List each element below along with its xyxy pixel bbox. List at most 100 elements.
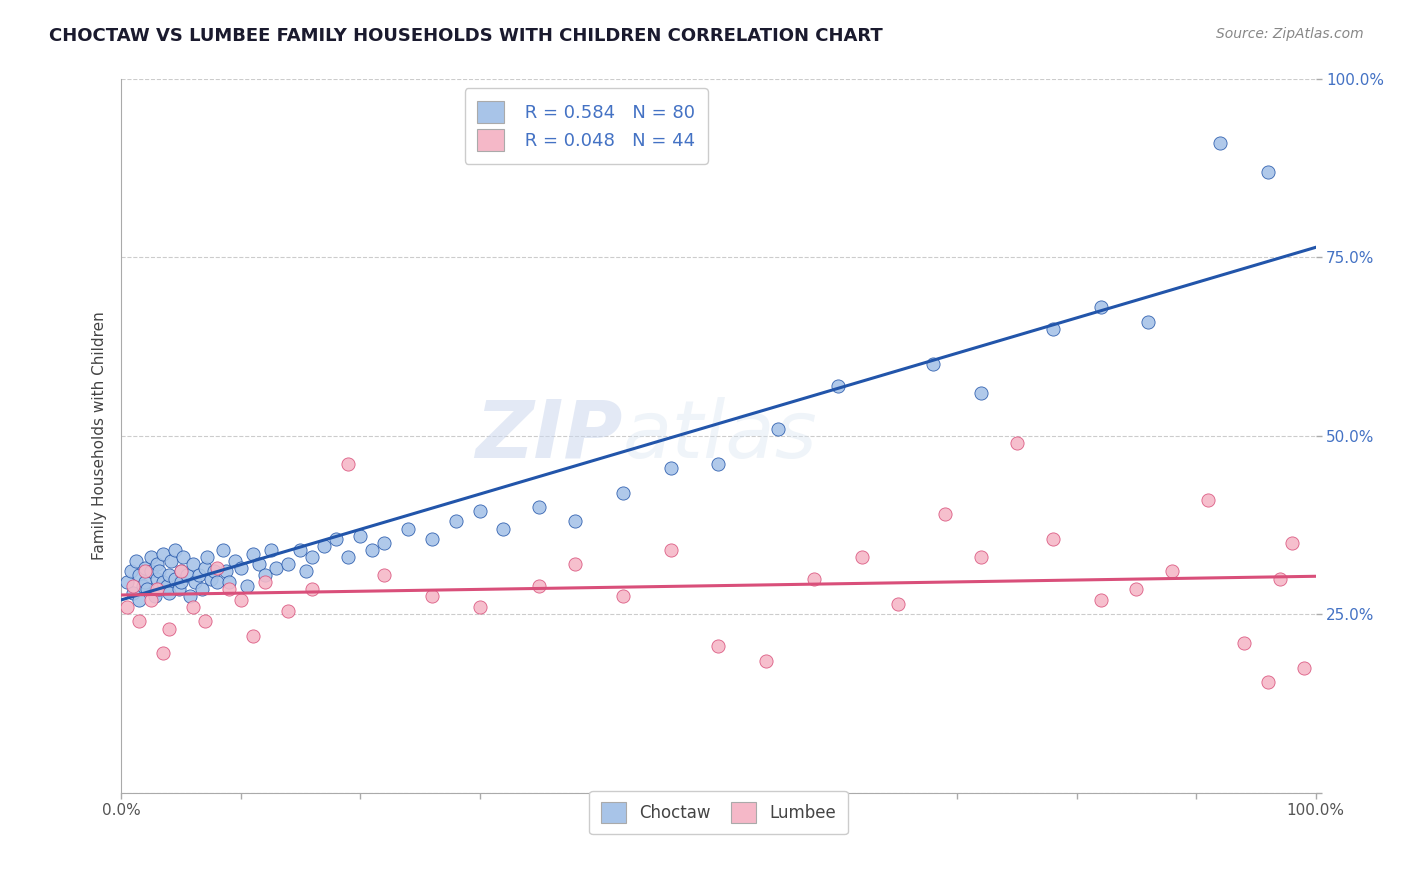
Point [148, 582, 170, 597]
Point [373, 536, 395, 550]
Point [195, 550, 218, 565]
Point [1042, 533, 1064, 547]
Point [827, 379, 849, 393]
Point [242, 629, 264, 643]
Point [1257, 675, 1279, 690]
Point [1209, 136, 1232, 151]
Point [202, 565, 225, 579]
Point [922, 358, 945, 372]
Point [218, 582, 240, 597]
Point [163, 572, 186, 586]
Point [612, 486, 634, 500]
Legend: Choctaw, Lumbee: Choctaw, Lumbee [589, 790, 848, 834]
Point [134, 575, 156, 590]
Point [290, 543, 312, 558]
Point [444, 515, 467, 529]
Point [128, 593, 150, 607]
Point [612, 590, 634, 604]
Point [1197, 493, 1219, 508]
Point [160, 554, 183, 568]
Point [139, 550, 162, 565]
Point [1233, 636, 1256, 650]
Point [277, 604, 299, 618]
Point [172, 550, 194, 565]
Point [1161, 565, 1184, 579]
Point [1257, 165, 1279, 179]
Point [564, 558, 586, 572]
Point [259, 543, 281, 558]
Point [934, 508, 956, 522]
Point [235, 579, 257, 593]
Point [468, 600, 491, 615]
Point [170, 565, 193, 579]
Point [229, 593, 252, 607]
Point [205, 561, 228, 575]
Point [170, 575, 193, 590]
Point [134, 561, 156, 575]
Point [1090, 593, 1112, 607]
Point [420, 533, 443, 547]
Y-axis label: Family Households with Children: Family Households with Children [93, 311, 107, 560]
Point [564, 515, 586, 529]
Point [253, 575, 276, 590]
Point [205, 575, 228, 590]
Text: ZIP: ZIP [475, 397, 623, 475]
Point [420, 590, 443, 604]
Point [707, 640, 730, 654]
Point [157, 586, 180, 600]
Point [1125, 582, 1147, 597]
Point [191, 582, 214, 597]
Point [337, 458, 360, 472]
Point [659, 461, 682, 475]
Point [492, 522, 515, 536]
Point [163, 543, 186, 558]
Text: Source: ZipAtlas.com: Source: ZipAtlas.com [1216, 27, 1364, 41]
Point [361, 543, 384, 558]
Point [157, 568, 180, 582]
Point [529, 500, 551, 515]
Point [851, 550, 873, 565]
Point [337, 550, 360, 565]
Point [132, 579, 155, 593]
Point [136, 582, 159, 597]
Point [143, 590, 166, 604]
Point [176, 568, 198, 582]
Point [349, 529, 371, 543]
Point [152, 547, 174, 561]
Point [155, 579, 177, 593]
Point [242, 547, 264, 561]
Point [122, 579, 145, 593]
Point [755, 654, 778, 668]
Point [468, 504, 491, 518]
Point [529, 579, 551, 593]
Point [1292, 661, 1315, 675]
Point [211, 543, 233, 558]
Point [277, 558, 299, 572]
Point [1042, 322, 1064, 336]
Point [181, 558, 204, 572]
Point [253, 568, 276, 582]
Point [128, 568, 150, 582]
Point [1281, 536, 1303, 550]
Point [396, 522, 419, 536]
Point [224, 554, 246, 568]
Point [194, 615, 217, 629]
Point [295, 565, 318, 579]
Point [659, 543, 682, 558]
Point [1268, 572, 1291, 586]
Point [325, 533, 347, 547]
Point [170, 565, 193, 579]
Point [134, 565, 156, 579]
Point [215, 565, 238, 579]
Point [266, 561, 288, 575]
Point [247, 558, 270, 572]
Point [301, 550, 323, 565]
Text: CHOCTAW VS LUMBEE FAMILY HOUSEHOLDS WITH CHILDREN CORRELATION CHART: CHOCTAW VS LUMBEE FAMILY HOUSEHOLDS WITH… [49, 27, 883, 45]
Point [122, 586, 145, 600]
Point [218, 575, 240, 590]
Point [187, 568, 209, 582]
Point [970, 386, 993, 401]
Point [167, 582, 190, 597]
Point [148, 565, 170, 579]
Point [1137, 315, 1160, 329]
